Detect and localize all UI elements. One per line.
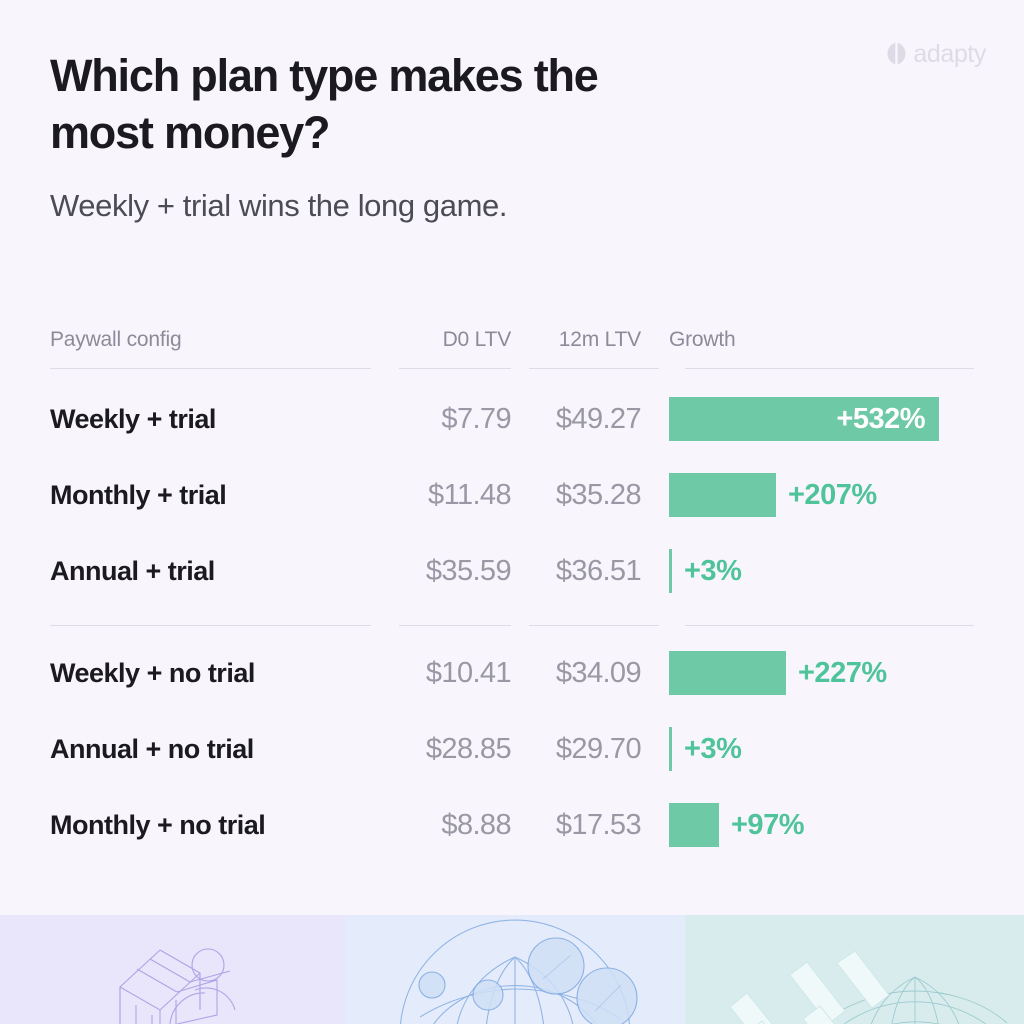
table-row[interactable]: Monthly + no trial $8.88 $17.53 +97% (50, 787, 974, 863)
column-header-paywall-config: Paywall config (50, 328, 182, 351)
wireframe-globe-panel (345, 915, 685, 1024)
growth-bar-wrap: +97% (669, 803, 974, 847)
growth-bar-wrap: +207% (669, 473, 974, 517)
growth-value: +227% (798, 656, 887, 689)
growth-bar-wrap: +3% (669, 549, 974, 593)
cell-growth: +3% (641, 727, 974, 771)
growth-bar (669, 473, 776, 517)
cell-12m-ltv: $49.27 (555, 402, 642, 435)
cell-d0-ltv: $10.41 (425, 656, 512, 689)
cell-growth: +3% (641, 549, 974, 593)
decorative-band (0, 915, 1024, 1024)
growth-bar-wrap: +227% (669, 651, 974, 695)
cell-paywall-config: Weekly + trial (50, 403, 216, 434)
growth-bar: +532% (669, 397, 939, 441)
wireframe-blocks-icon (119, 948, 236, 1024)
cell-growth: +97% (641, 803, 974, 847)
growth-value: +3% (684, 554, 742, 587)
cell-growth: +227% (641, 651, 974, 695)
wireframe-globe-icon (400, 919, 638, 1024)
column-header-d0-ltv: D0 LTV (442, 328, 512, 351)
wireframe-bars-icon (729, 950, 1008, 1024)
column-header-growth: Growth (669, 328, 736, 351)
cell-12m-ltv: $34.09 (555, 656, 642, 689)
table-header-row: Paywall config D0 LTV 12m LTV Growth (50, 318, 974, 362)
table-body: Weekly + trial $7.79 $49.27 +532% Monthly + … (50, 381, 974, 863)
brand-logo: adapty (887, 40, 986, 69)
page-title: Which plan type makes the most money? (50, 50, 599, 158)
cell-12m-ltv: $17.53 (555, 808, 642, 841)
cell-paywall-config: Weekly + no trial (50, 657, 255, 688)
wireframe-bars-panel (685, 915, 1024, 1024)
cell-paywall-config: Monthly + trial (50, 479, 227, 510)
table-row[interactable]: Annual + no trial $28.85 $29.70 +3% (50, 711, 974, 787)
cell-paywall-config: Annual + trial (50, 555, 215, 586)
growth-bar (669, 803, 719, 847)
wireframe-blocks-panel (0, 915, 345, 1024)
growth-bar-wrap: +532% (669, 397, 974, 441)
growth-value: +532% (836, 402, 925, 435)
cell-d0-ltv: $35.59 (425, 554, 512, 587)
growth-value: +3% (684, 732, 742, 765)
cell-growth: +207% (641, 473, 974, 517)
growth-bar (669, 727, 672, 771)
cell-12m-ltv: $35.28 (555, 478, 642, 511)
group-divider (50, 624, 974, 626)
cell-d0-ltv: $8.88 (441, 808, 511, 841)
paywall-comparison-table: Paywall config D0 LTV 12m LTV Growth Wee… (50, 318, 974, 863)
cell-12m-ltv: $36.51 (555, 554, 642, 587)
column-header-12m-ltv: 12m LTV (558, 328, 641, 351)
cell-12m-ltv: $29.70 (555, 732, 642, 765)
cell-paywall-config: Annual + no trial (50, 733, 254, 764)
group-divider-row (50, 609, 974, 635)
growth-bar (669, 651, 786, 695)
adapty-leaf-icon (887, 42, 906, 65)
table-row[interactable]: Annual + trial $35.59 $36.51 +3% (50, 533, 974, 609)
growth-bar-wrap: +3% (669, 727, 974, 771)
cell-d0-ltv: $11.48 (428, 478, 512, 511)
table-row[interactable]: Weekly + no trial $10.41 $34.09 +227% (50, 635, 974, 711)
cell-d0-ltv: $28.85 (425, 732, 512, 765)
header-divider (50, 368, 974, 369)
table-row[interactable]: Monthly + trial $11.48 $35.28 +207% (50, 457, 974, 533)
table-row[interactable]: Weekly + trial $7.79 $49.27 +532% (50, 381, 974, 457)
page-subtitle: Weekly + trial wins the long game. (50, 188, 508, 223)
brand-name: adapty (913, 40, 986, 68)
growth-value: +207% (788, 478, 877, 511)
cell-growth: +532% (641, 397, 974, 441)
cell-d0-ltv: $7.79 (441, 402, 511, 435)
growth-value: +97% (731, 808, 804, 841)
growth-bar (669, 549, 672, 593)
cell-paywall-config: Monthly + no trial (50, 809, 266, 840)
